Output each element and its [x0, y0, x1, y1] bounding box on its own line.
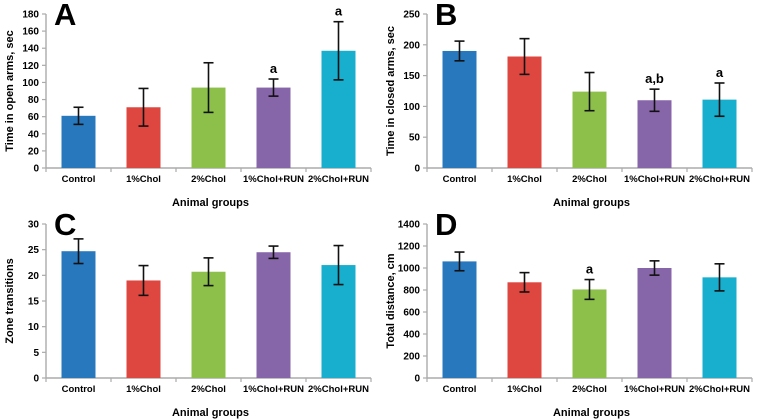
svg-text:1200: 1200: [398, 242, 421, 253]
svg-text:1%Chol: 1%Chol: [507, 174, 542, 185]
svg-text:1400: 1400: [398, 220, 421, 231]
svg-text:2%Chol+RUN: 2%Chol+RUN: [308, 384, 369, 395]
svg-text:15: 15: [28, 297, 40, 308]
svg-text:2%Chol: 2%Chol: [191, 384, 226, 395]
svg-text:180: 180: [22, 10, 39, 21]
svg-text:2%Chol+RUN: 2%Chol+RUN: [689, 174, 750, 185]
svg-text:100: 100: [22, 78, 39, 89]
panel-d: 0 200 400 600 800 1000 1200 1400 Control 1%Chol 2%…: [381, 207, 762, 420]
panel-b-y-axis-title: Time in closed arms, sec: [385, 25, 397, 157]
svg-text:5: 5: [33, 348, 39, 359]
svg-text:2%Chol+RUN: 2%Chol+RUN: [308, 174, 369, 185]
panel-c-x-axis-title: Animal groups: [171, 407, 249, 419]
svg-text:30: 30: [28, 220, 40, 231]
panel-a-letter: A: [54, 0, 77, 32]
panel-a-x-axis-title: Animal groups: [171, 197, 249, 209]
svg-text:a,b: a,b: [645, 71, 664, 86]
panel-c-y-axis-title: Zone transitions: [4, 258, 16, 344]
panel-b-x-axis-title: Animal groups: [552, 197, 630, 209]
svg-text:2%Chol: 2%Chol: [572, 174, 607, 185]
panel-d-y-axis-title: Total distance, cm: [385, 253, 397, 349]
bar-chart-time-closed-arms: 0 50 100 150 200 250 Control 1%Chol 2%Chol 1%Chol…: [403, 10, 753, 185]
bar-chart-zone-transitions: 0 5 10 15 20 25 30 Control 1%Chol 2%Chol 1%Chol+RU…: [28, 220, 372, 395]
svg-text:1%Chol: 1%Chol: [126, 174, 161, 185]
svg-text:200: 200: [403, 40, 420, 51]
svg-text:40: 40: [28, 129, 40, 140]
panel-c-letter: C: [54, 207, 77, 242]
svg-text:0: 0: [33, 164, 39, 175]
bar-chart-time-open-arms: 0 20 40 60 80 100 120 140 160 180 Control 1%Chol 2%C…: [22, 4, 372, 185]
svg-text:2%Chol: 2%Chol: [572, 384, 607, 395]
bar-chart-total-distance: 0 200 400 600 800 1000 1200 1400 Control 1%Chol 2%…: [398, 220, 753, 395]
svg-text:120: 120: [22, 61, 39, 72]
svg-text:250: 250: [403, 10, 420, 21]
svg-text:1%Chol+RUN: 1%Chol+RUN: [624, 384, 685, 395]
panel-b-letter: B: [435, 0, 458, 32]
panel-a-y-axis-title: Time in open arms, sec: [4, 30, 16, 152]
svg-text:0: 0: [33, 374, 39, 385]
svg-text:80: 80: [28, 95, 40, 106]
svg-text:20: 20: [28, 271, 40, 282]
svg-text:10: 10: [28, 322, 40, 333]
svg-text:Control: Control: [62, 384, 96, 395]
svg-text:60: 60: [28, 112, 40, 123]
svg-text:1%Chol+RUN: 1%Chol+RUN: [624, 174, 685, 185]
svg-text:a: a: [270, 61, 278, 76]
svg-text:0: 0: [414, 164, 420, 175]
svg-text:50: 50: [409, 133, 421, 144]
svg-text:600: 600: [403, 308, 420, 319]
svg-text:400: 400: [403, 330, 420, 341]
panel-d-letter: D: [435, 207, 458, 242]
svg-text:25: 25: [28, 245, 40, 256]
svg-text:160: 160: [22, 27, 39, 38]
svg-text:Control: Control: [62, 174, 96, 185]
svg-text:100: 100: [403, 102, 420, 113]
svg-text:1000: 1000: [398, 264, 421, 275]
svg-text:Control: Control: [443, 174, 477, 185]
svg-text:a: a: [716, 65, 724, 80]
svg-text:a: a: [335, 4, 343, 19]
svg-text:1%Chol+RUN: 1%Chol+RUN: [243, 174, 304, 185]
panel-b: 0 50 100 150 200 250 Control 1%Chol 2%Chol 1%Chol…: [381, 0, 762, 210]
svg-text:1%Chol+RUN: 1%Chol+RUN: [243, 384, 304, 395]
svg-text:1%Chol: 1%Chol: [507, 384, 542, 395]
svg-text:a: a: [586, 262, 594, 277]
svg-text:Control: Control: [443, 384, 477, 395]
svg-text:20: 20: [28, 146, 40, 157]
panel-c: 0 5 10 15 20 25 30 Control 1%Chol 2%Chol 1%Chol+RU…: [0, 207, 381, 420]
svg-text:2%Chol+RUN: 2%Chol+RUN: [689, 384, 750, 395]
svg-text:2%Chol: 2%Chol: [191, 174, 226, 185]
panel-d-x-axis-title: Animal groups: [552, 407, 630, 419]
svg-text:800: 800: [403, 286, 420, 297]
svg-text:200: 200: [403, 352, 420, 363]
svg-text:1%Chol: 1%Chol: [126, 384, 161, 395]
panel-a: 0 20 40 60 80 100 120 140 160 180 Control 1%Chol 2%C…: [0, 0, 381, 210]
svg-text:140: 140: [22, 44, 39, 55]
svg-text:0: 0: [414, 374, 420, 385]
svg-text:150: 150: [403, 71, 420, 82]
